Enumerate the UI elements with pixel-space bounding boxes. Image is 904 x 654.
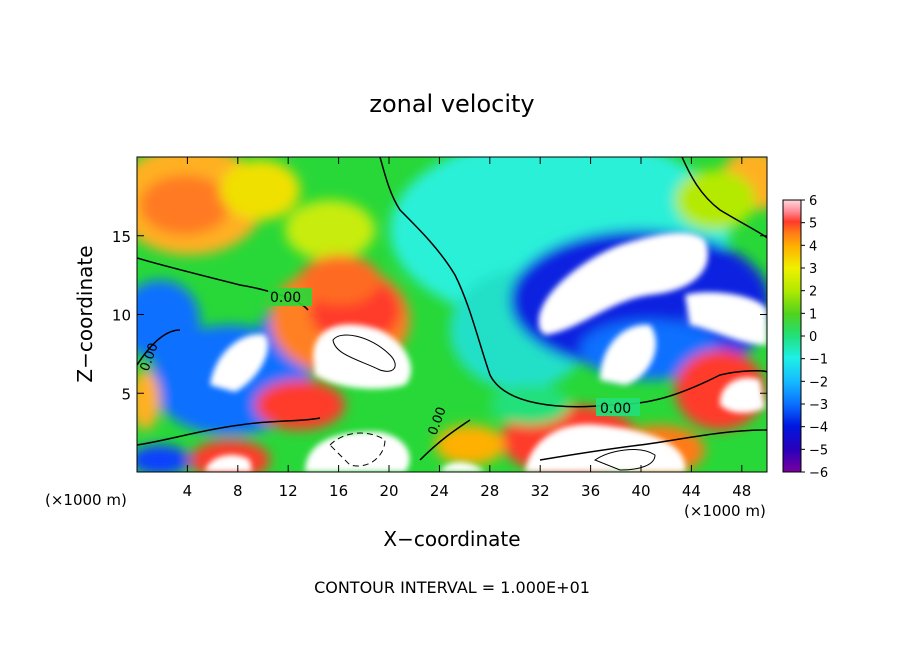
colorbar-tick-label: −5 xyxy=(809,443,828,458)
contour-label-0: 0.00 xyxy=(270,290,301,306)
colorbar-ticks: 6 5 4 3 2 1 0 −1 −2 −3 −4 −5 −6 xyxy=(801,194,828,481)
z-units-label: (×1000 m) xyxy=(45,491,127,509)
x-tick-label: 16 xyxy=(329,482,348,500)
x-tick-label: 32 xyxy=(531,482,550,500)
x-tick-label: 48 xyxy=(732,482,751,500)
colorbar-tick-label: −2 xyxy=(809,375,828,390)
x-tick-label: 40 xyxy=(631,482,650,500)
y-axis-label: Z−coordinate xyxy=(73,245,97,382)
x-tick-label: 12 xyxy=(279,482,298,500)
x-axis: 4 8 12 16 20 24 28 32 36 40 44 48 xyxy=(183,157,751,500)
x-axis-label: X−coordinate xyxy=(383,527,520,551)
colorbar-tick-label: −1 xyxy=(809,353,828,368)
colorbar-tick-label: 5 xyxy=(809,217,817,232)
colorbar-tick-label: 0 xyxy=(809,330,817,345)
x-tick-label: 36 xyxy=(581,482,600,500)
colorbar-tick-label: −4 xyxy=(809,421,828,436)
colorbar-tick-label: 4 xyxy=(809,239,817,254)
contour-label-1: 0.00 xyxy=(600,401,631,417)
x-tick-label: 24 xyxy=(430,482,449,500)
x-tick-label: 4 xyxy=(183,482,193,500)
x-tick-label: 44 xyxy=(682,482,701,500)
x-tick-label: 8 xyxy=(233,482,243,500)
colorbar xyxy=(782,199,802,473)
colorbar-tick-label: 2 xyxy=(809,285,817,300)
colorbar-tick-label: −6 xyxy=(809,466,828,481)
chart-title: zonal velocity xyxy=(369,90,534,118)
x-tick-label: 28 xyxy=(480,482,499,500)
y-tick-label: 15 xyxy=(112,228,131,246)
heatmap-field: 0.00 0.00 0.00 0.00 xyxy=(137,157,767,472)
contour-interval-note: CONTOUR INTERVAL = 1.000E+01 xyxy=(314,578,590,597)
colorbar-tick-label: −3 xyxy=(809,398,828,413)
x-tick-label: 20 xyxy=(379,482,398,500)
y-axis: 5 10 15 xyxy=(112,228,767,403)
colorbar-tick-label: 3 xyxy=(809,262,817,277)
colorbar-tick-label: 1 xyxy=(809,307,817,322)
y-tick-label: 10 xyxy=(112,307,131,325)
y-tick-label: 5 xyxy=(121,385,131,403)
x-units-label: (×1000 m) xyxy=(684,502,766,520)
colorbar-tick-label: 6 xyxy=(809,194,817,209)
